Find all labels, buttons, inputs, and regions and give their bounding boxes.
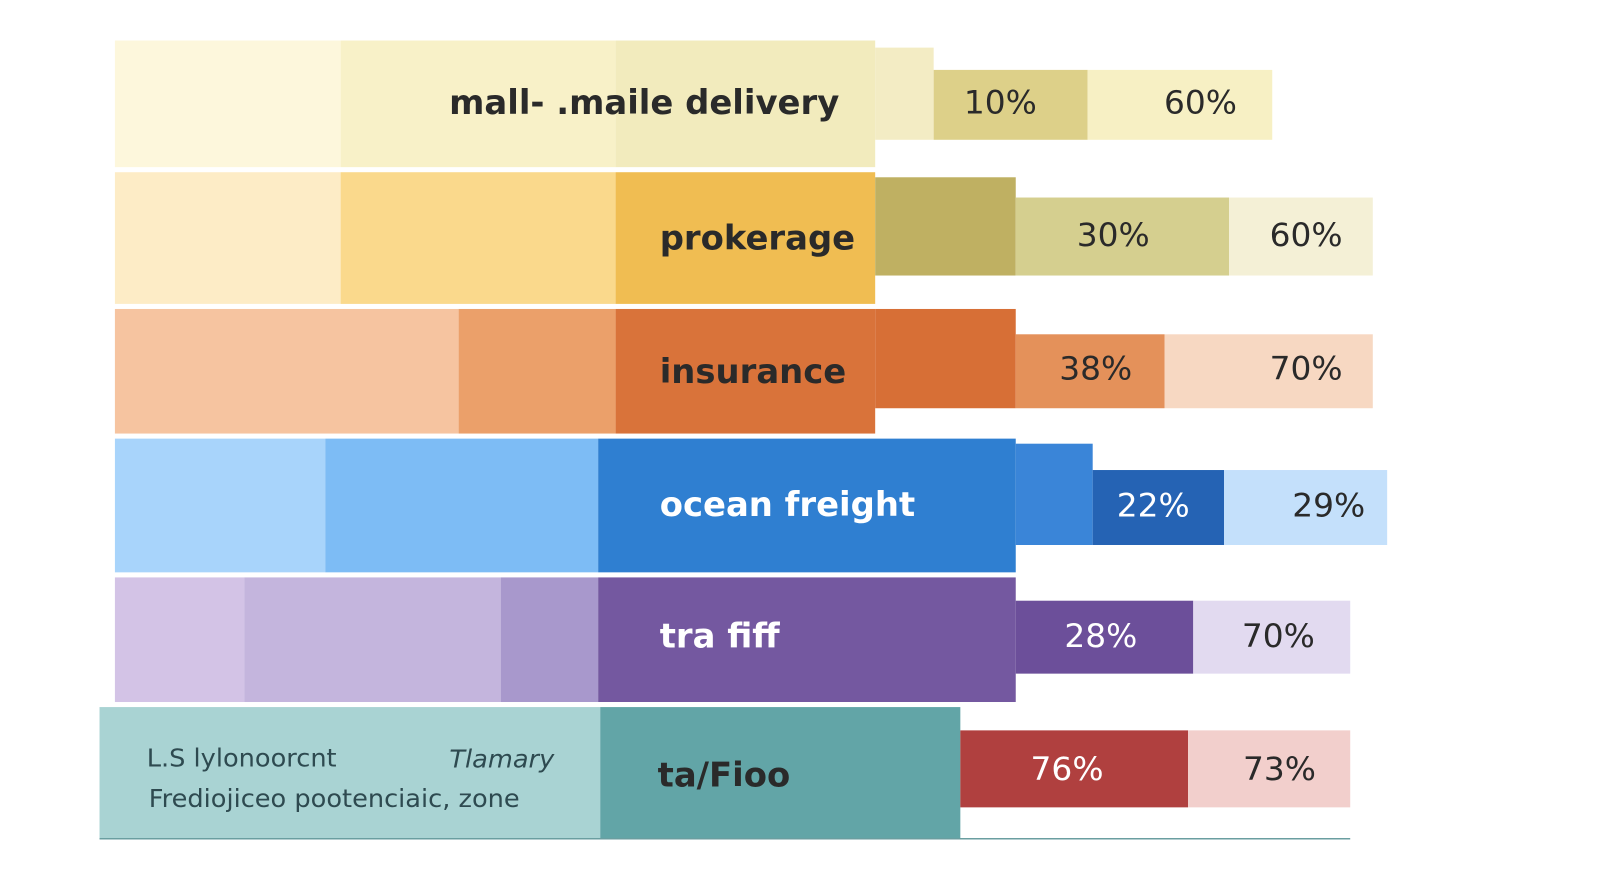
segment: [875, 47, 934, 140]
segment: [1087, 69, 1273, 140]
row-label: ocean freight: [660, 485, 915, 524]
segment: [1015, 600, 1194, 674]
segment: [1015, 197, 1230, 276]
percent: 38%: [1059, 350, 1132, 388]
percent: 76%: [1031, 750, 1104, 788]
row-label: prokerage: [660, 219, 855, 258]
row: insurance 38% 70%: [114, 308, 1373, 434]
row-label: mall- .maile delivery: [449, 83, 839, 122]
segment: [1015, 334, 1165, 409]
segment: [114, 577, 245, 703]
percent: 29%: [1292, 487, 1365, 525]
row: mall- .maile delivery 10% 60%: [114, 40, 1273, 168]
percent: 10%: [964, 83, 1037, 121]
segment: [1193, 600, 1351, 674]
row-label: tra fiff: [660, 617, 781, 656]
segment: [340, 172, 616, 304]
note: L.S lylonoorcnt: [147, 744, 337, 774]
segment: [99, 707, 601, 839]
segment: [1092, 470, 1225, 545]
segment: [244, 577, 501, 703]
segment: [340, 40, 616, 168]
segment: [598, 577, 1016, 703]
note: Frediojiceo pootenciaic, zone: [149, 784, 520, 814]
segment: [114, 308, 459, 434]
segment: [114, 438, 326, 573]
percent: 70%: [1242, 617, 1315, 655]
row: tra fiff 28% 70%: [114, 577, 1351, 703]
segment: [500, 577, 599, 703]
percent: 70%: [1270, 350, 1343, 388]
segment: [458, 308, 616, 434]
percent: 60%: [1164, 83, 1237, 121]
row: ocean freight 22% 29%: [114, 438, 1388, 573]
row-label: insurance: [660, 352, 847, 391]
segment: [1229, 197, 1373, 276]
segment: [1188, 730, 1351, 808]
segment: [1224, 470, 1388, 545]
segment: [1164, 334, 1373, 409]
segment: [615, 308, 876, 434]
note: Tlamary: [449, 745, 555, 775]
segment: [114, 40, 341, 168]
segment: [875, 308, 1016, 409]
percent: 22%: [1117, 487, 1190, 525]
percent: 28%: [1064, 617, 1137, 655]
segment: [600, 707, 961, 839]
segment: [325, 438, 599, 573]
percent: 60%: [1270, 216, 1343, 254]
segment: [933, 69, 1088, 140]
segment: [114, 172, 341, 304]
segment: [1015, 443, 1093, 545]
segment: [615, 172, 876, 304]
row: L.S lylonoorcnt Tlamary Frediojiceo poot…: [99, 707, 1351, 840]
row: prokerage 30% 60%: [114, 172, 1373, 304]
segment: [615, 40, 876, 168]
segment: [875, 177, 1016, 276]
row-label: ta/Fioo: [658, 756, 791, 795]
content: mall- .maile delivery 10% 60% prokerage …: [99, 40, 1388, 840]
percent: 73%: [1243, 750, 1316, 788]
percent: 30%: [1077, 216, 1150, 254]
segment: [960, 730, 1189, 808]
segment: [598, 438, 1016, 573]
